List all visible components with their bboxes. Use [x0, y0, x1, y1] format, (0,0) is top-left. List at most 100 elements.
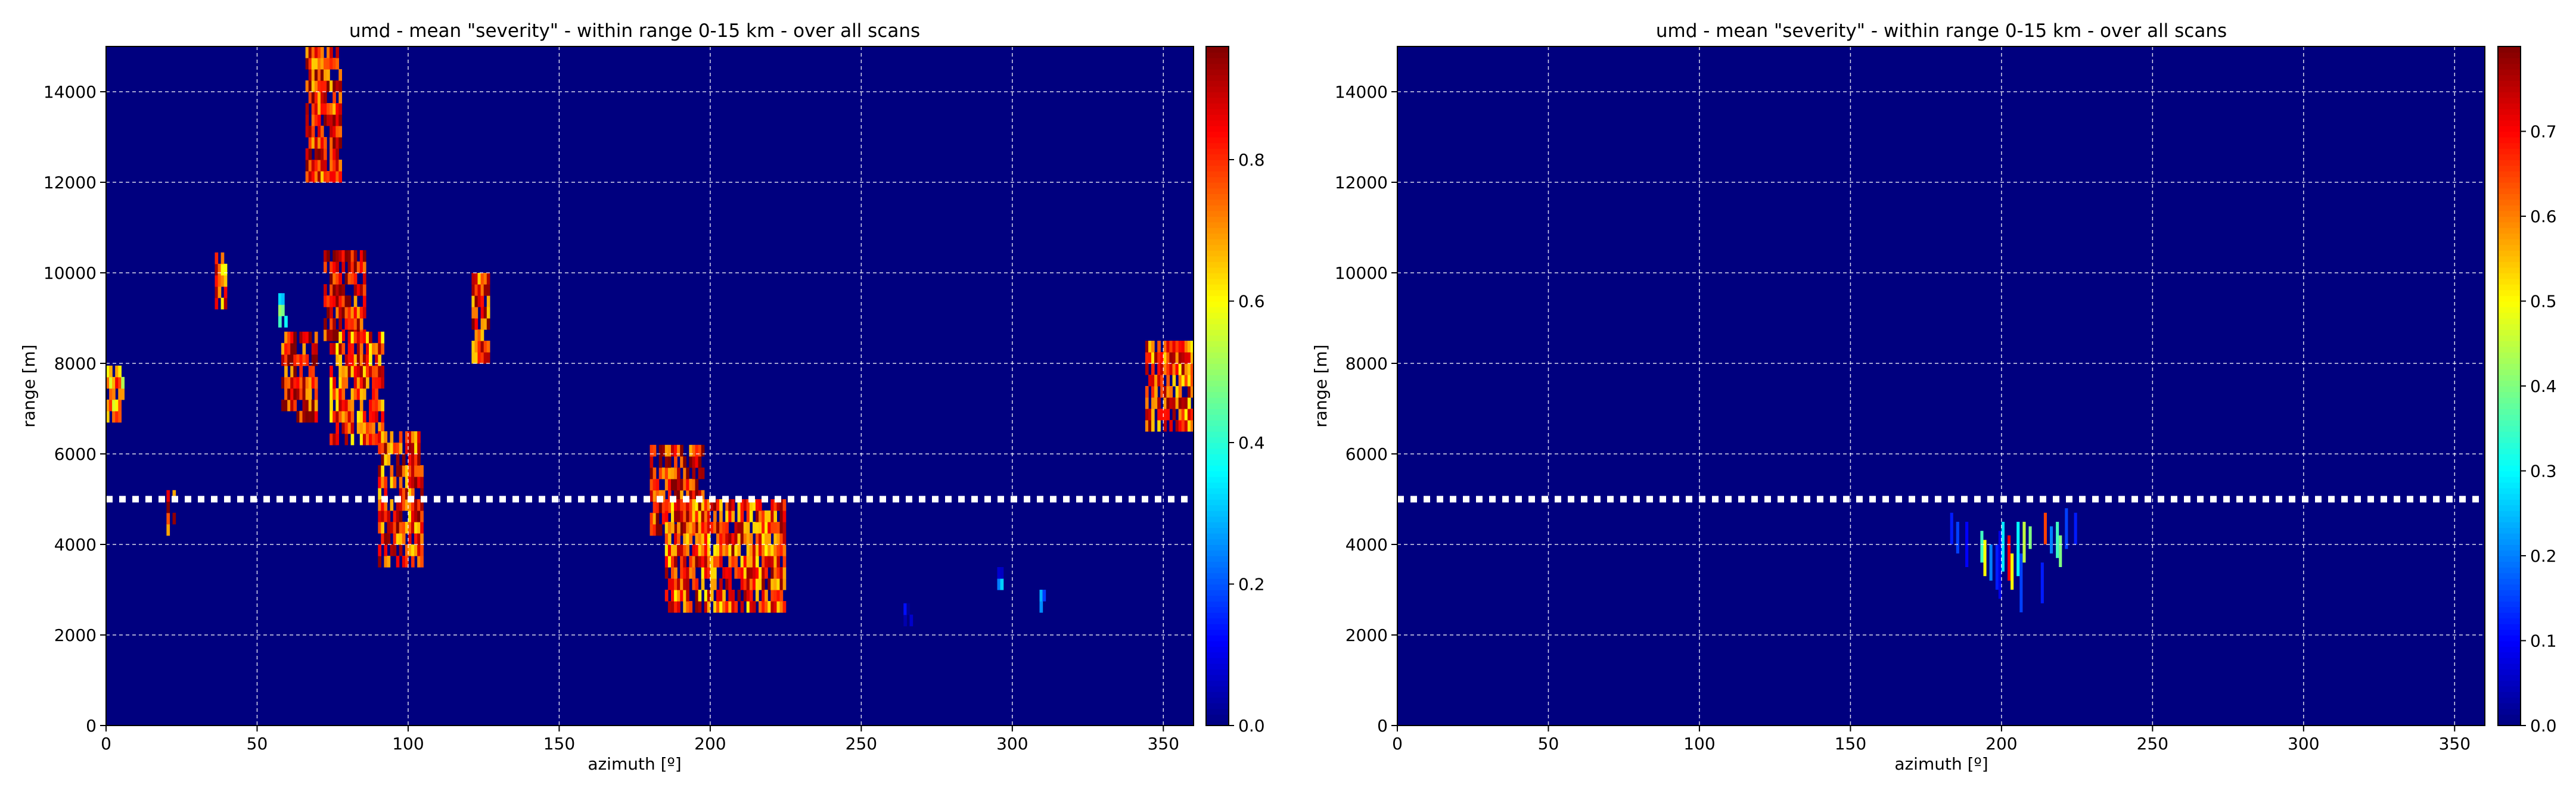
heatmap-cell [477, 273, 481, 285]
heatmap-cell [314, 103, 318, 115]
heatmap-cell [749, 533, 753, 545]
heatmap-cell [722, 544, 726, 556]
colorbar-segment [2498, 720, 2521, 726]
heatmap-cell [417, 556, 421, 568]
heatmap-cell [335, 388, 339, 400]
heatmap-cell [1172, 409, 1176, 421]
heatmap-cell [399, 510, 403, 522]
heatmap-cell [692, 556, 696, 568]
heatmap-cell [317, 46, 321, 58]
heatmap-cell [362, 354, 366, 366]
heatmap-cell [335, 410, 339, 423]
heatmap-cell [692, 490, 696, 502]
heatmap-cell [362, 273, 366, 285]
heatmap-cell [692, 499, 696, 511]
heatmap-cell [698, 499, 702, 511]
heatmap-cell [405, 556, 409, 568]
heatmap-cell [770, 544, 774, 556]
colorbar-segment [2498, 448, 2521, 454]
colorbar-segment [2498, 505, 2521, 511]
heatmap-cell [1169, 341, 1173, 353]
heatmap-cell [782, 544, 787, 556]
heatmap-cell [674, 478, 678, 491]
heatmap-cell [683, 590, 686, 602]
heatmap-cell [719, 499, 723, 511]
heatmap-cell [667, 490, 672, 502]
colorbar-segment [2498, 86, 2521, 92]
heatmap-cell [327, 58, 330, 70]
heatmap-cell [414, 477, 418, 488]
heatmap-cell [324, 318, 327, 330]
heatmap-cell [664, 444, 669, 457]
y-tick-label: 6000 [1346, 444, 1388, 464]
heatmap-cell [713, 544, 717, 556]
heatmap-cell [759, 578, 762, 590]
heatmap-cell [1181, 363, 1185, 375]
colorbar-segment [1206, 295, 1229, 302]
heatmap-cell [671, 601, 675, 613]
heatmap-cell [287, 354, 291, 366]
colorbar-segment [1206, 567, 1229, 574]
heatmap-cell [661, 490, 666, 502]
x-tick-label: 200 [694, 734, 726, 754]
colorbar-segment [2498, 182, 2521, 189]
heatmap-cell [486, 273, 490, 285]
heatmap-cell [695, 499, 699, 511]
heatmap-cell [305, 331, 309, 344]
colorbar-segment [2498, 714, 2521, 721]
heatmap-cell [692, 444, 696, 457]
heatmap-cell [713, 556, 717, 568]
heatmap-cell [1148, 341, 1152, 353]
heatmap-cell [324, 148, 327, 160]
heatmap-cell [734, 522, 738, 534]
heatmap-cell [362, 376, 366, 389]
colorbar-segment [2498, 329, 2521, 336]
heatmap-cell [1187, 341, 1191, 353]
heatmap-cell [773, 499, 777, 511]
colorbar-tick-label: 0.2 [2530, 546, 2557, 566]
heatmap-cell [362, 433, 366, 446]
heatmap-cell [408, 454, 412, 466]
heatmap-cell [308, 399, 312, 412]
colorbar-segment [1206, 244, 1229, 251]
heatmap-cell [405, 544, 409, 556]
heatmap-cell [118, 365, 122, 378]
heatmap-cell [1157, 352, 1161, 364]
heatmap-cell [311, 160, 315, 172]
heatmap-cell [765, 544, 768, 556]
heatmap-cell [408, 431, 412, 443]
colorbar-segment [2498, 284, 2521, 291]
heatmap-cell [664, 556, 669, 568]
heatmap-cell [347, 343, 352, 355]
heatmap-cell [474, 352, 478, 364]
heatmap-cell [701, 556, 705, 568]
colorbar-segment [2498, 295, 2521, 302]
colorbar-segment [1206, 92, 1229, 98]
heatmap-cell [341, 365, 346, 378]
heatmap-cell [776, 590, 781, 602]
heatmap-cell [378, 522, 381, 534]
colorbar-segment [1206, 194, 1229, 200]
heatmap-cell [1181, 375, 1185, 387]
heatmap-cell [674, 533, 678, 545]
heatmap-cell [369, 422, 372, 434]
heatmap-cell [762, 510, 765, 522]
heatmap-cell [719, 544, 723, 556]
heatmap-cell [372, 388, 375, 400]
heatmap-cell [704, 590, 708, 602]
heatmap-cell [713, 578, 717, 590]
colorbar-segment [1206, 160, 1229, 166]
heatmap-cell [710, 578, 714, 590]
heatmap-cell [106, 376, 110, 389]
heatmap-cell [324, 284, 327, 296]
heatmap-cell [372, 365, 375, 378]
colorbar-segment [1206, 674, 1229, 681]
heatmap-cell [725, 533, 729, 545]
heatmap-cell [278, 304, 282, 316]
heatmap-cell [1160, 409, 1164, 421]
heatmap-cell [324, 80, 327, 92]
heatmap-cell [378, 422, 381, 434]
heatmap-cell [677, 510, 680, 522]
heatmap-cell [317, 137, 321, 149]
heatmap-cell [366, 376, 369, 389]
